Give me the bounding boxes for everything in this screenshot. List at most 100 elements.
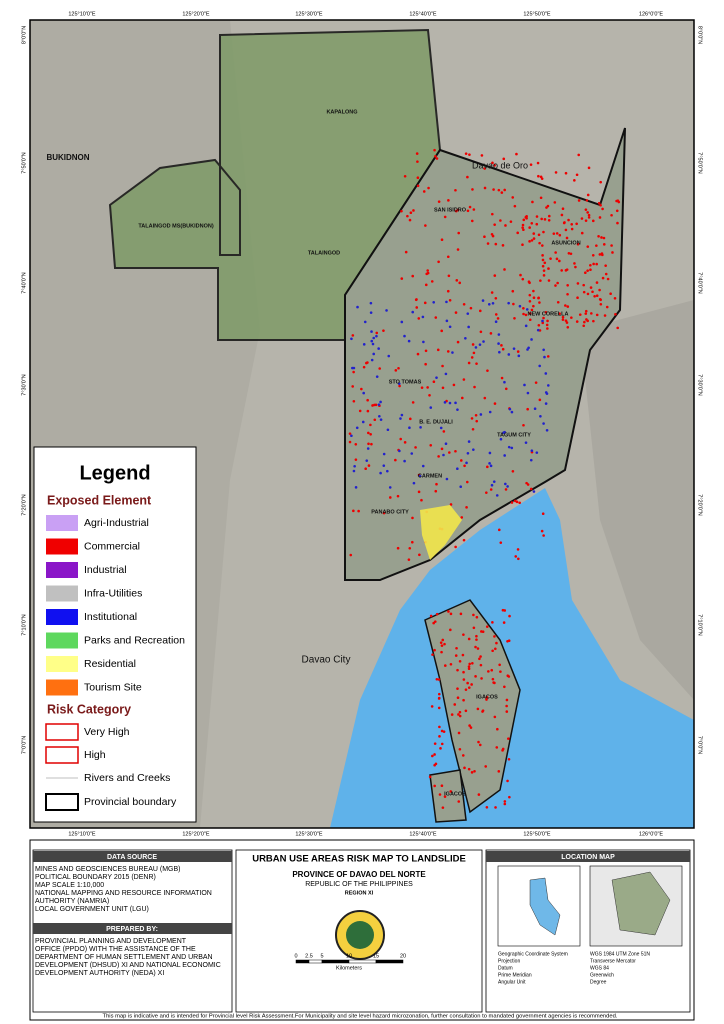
exposure-dot	[514, 555, 518, 558]
exposure-dot	[467, 361, 471, 365]
exposure-dot	[421, 464, 425, 468]
lon-label-top: 125°30'0"E	[295, 11, 323, 17]
exposure-dot	[370, 330, 373, 333]
exposure-dot	[407, 339, 411, 343]
exposure-dot	[505, 710, 509, 713]
place-label: CARMEN	[418, 473, 442, 479]
exposure-dot	[440, 447, 444, 451]
exposure-dot	[490, 668, 494, 672]
exposure-dot	[486, 242, 490, 245]
exposure-dot	[554, 251, 557, 254]
exposure-dot	[532, 237, 536, 240]
exposure-dot	[441, 386, 445, 390]
exposure-dot	[546, 327, 549, 330]
source-line: MINES AND GEOSCIENCES BUREAU (MGB)	[35, 866, 180, 873]
panabo-urban	[420, 505, 462, 560]
lat-label-right: 7°0'0"N	[697, 736, 703, 754]
exposure-dot	[449, 612, 453, 616]
exposure-dot	[360, 387, 363, 391]
source-line: AUTHORITY (NAMRIA)	[35, 898, 109, 905]
exposure-dot	[544, 402, 548, 405]
exposure-dot	[434, 489, 438, 493]
exposure-dot	[503, 188, 506, 192]
exposure-dot	[537, 233, 541, 237]
exposure-dot	[348, 440, 352, 444]
exposure-dot	[598, 253, 602, 256]
exposure-dot	[355, 426, 359, 430]
exposure-dot	[507, 445, 511, 449]
exposure-dot	[437, 260, 440, 264]
exposure-dot	[443, 664, 447, 667]
exposure-dot	[575, 173, 579, 177]
exposure-dot	[465, 461, 468, 465]
exposure-dot	[497, 333, 501, 336]
exposure-dot	[580, 217, 584, 220]
exposure-dot	[484, 765, 488, 768]
exposure-dot	[436, 348, 440, 352]
projection-key: Datum	[498, 965, 513, 971]
exposure-dot	[582, 283, 585, 287]
exposure-dot	[449, 628, 452, 632]
exposure-dot	[411, 310, 415, 314]
lat-label-left: 8°0'0"N	[21, 26, 27, 44]
prepared-line: DEVELOPMENT AUTHORITY (NEDA) XI	[35, 970, 164, 977]
place-label: KAPALONG	[326, 109, 357, 115]
exposure-dot	[454, 545, 457, 549]
exposure-dot	[533, 407, 537, 411]
exposure-dot	[443, 642, 446, 646]
map-title: URBAN USE AREAS RISK MAP TO LANDSLIDE	[252, 854, 466, 865]
exposure-dot	[565, 321, 569, 324]
exposure-dot	[454, 311, 458, 314]
inset-islands	[529, 877, 561, 936]
exposure-dot	[348, 432, 352, 435]
exposure-dot	[580, 231, 584, 235]
inset-province	[611, 871, 671, 936]
exposure-dot	[599, 302, 603, 306]
exposure-dot	[397, 366, 400, 370]
exposure-dot	[352, 370, 355, 374]
exposure-dot	[522, 423, 525, 427]
exposure-dot	[453, 703, 457, 706]
lon-label-bottom: 125°50'0"E	[523, 831, 551, 837]
exposure-dot	[439, 426, 443, 430]
exposure-dot	[450, 713, 454, 716]
section-title: LOCATION MAP	[561, 854, 615, 861]
legend-label: Provincial boundary	[84, 796, 177, 808]
exposure-dot	[507, 301, 510, 305]
lat-label-left: 7°20'0"N	[21, 494, 27, 515]
exposure-dot	[532, 490, 536, 493]
exposure-dot	[367, 431, 370, 435]
exposure-dot	[529, 487, 533, 491]
exposure-dot	[536, 328, 540, 332]
exposure-dot	[518, 304, 522, 308]
exposure-dot	[471, 427, 475, 431]
exposure-dot	[445, 477, 449, 481]
exposure-dot	[522, 312, 525, 316]
exposure-dot	[491, 649, 494, 653]
exposure-dot	[600, 236, 603, 239]
exposure-dot	[443, 401, 447, 404]
exposure-dot	[456, 408, 459, 411]
exposure-dot	[590, 312, 593, 315]
exposure-dot	[366, 409, 370, 413]
exposure-dot	[480, 677, 483, 680]
place-label: IGACOS	[444, 791, 466, 797]
exposure-dot	[461, 754, 465, 757]
exposure-dot	[369, 432, 372, 436]
exposure-dot	[456, 467, 459, 471]
exposure-dot	[412, 209, 415, 212]
exposure-dot	[532, 289, 535, 293]
source-line: NATIONAL MAPPING AND RESOURCE INFORMATIO…	[35, 890, 212, 897]
exposure-dot	[496, 727, 499, 731]
exposure-dot	[365, 361, 368, 365]
exposure-dot	[595, 244, 598, 247]
exposure-dot	[611, 251, 614, 254]
place-label: BUKIDNON	[46, 153, 89, 162]
exposure-dot	[515, 500, 519, 504]
legend-label: Institutional	[84, 611, 137, 623]
exposure-dot	[570, 223, 574, 226]
exposure-dot	[354, 443, 358, 446]
exposure-dot	[555, 257, 559, 261]
exposure-dot	[432, 380, 436, 384]
exposure-dot	[503, 454, 506, 457]
